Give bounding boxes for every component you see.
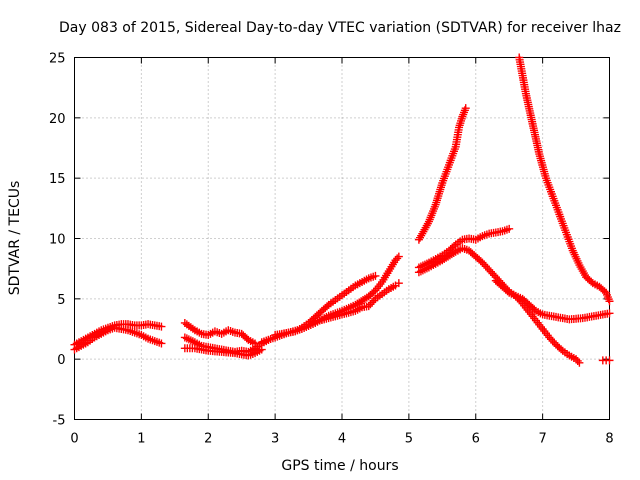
- data-point: [371, 271, 380, 280]
- y-tick-label: 25: [49, 52, 66, 67]
- data-point: [449, 248, 458, 257]
- data-point: [157, 322, 166, 331]
- data-point: [393, 254, 402, 263]
- y-tick-label: 15: [49, 172, 66, 187]
- data-point: [394, 279, 403, 288]
- data-point: [394, 252, 403, 261]
- data-point: [257, 345, 266, 354]
- data-point: [575, 358, 584, 367]
- data-marks: [70, 53, 614, 367]
- axis-ticks: 0 1 2 3 4 5 6 7 8 -5 0 5 10 15 20 25: [49, 52, 614, 447]
- y-tick-label: -5: [53, 414, 66, 429]
- x-tick-label: 0: [70, 432, 78, 447]
- chart-title: Day 083 of 2015, Sidereal Day-to-day VTE…: [59, 20, 621, 36]
- data-point: [157, 339, 166, 348]
- x-tick-label: 7: [538, 432, 546, 447]
- data-point: [461, 104, 470, 113]
- y-axis-label: SDTVAR / TECUs: [7, 181, 23, 296]
- x-tick-label: 3: [271, 432, 279, 447]
- series-arc-2: [70, 320, 166, 349]
- series-arc-3: [180, 318, 260, 348]
- series-arc-8: [311, 279, 403, 326]
- data-point: [505, 224, 514, 233]
- y-tick-label: 0: [57, 353, 65, 368]
- data-point: [605, 309, 614, 318]
- data-point: [605, 297, 614, 306]
- x-tick-label: 1: [137, 432, 145, 447]
- y-tick-label: 5: [57, 293, 65, 308]
- data-point: [369, 296, 378, 305]
- x-tick-label: 4: [338, 432, 346, 447]
- data-point: [605, 356, 614, 365]
- y-tick-label: 10: [49, 233, 66, 248]
- data-point: [573, 356, 582, 365]
- y-tick-label: 20: [49, 112, 66, 127]
- series-arc-5: [180, 344, 266, 360]
- x-tick-label: 8: [605, 432, 613, 447]
- series-arc-14: [598, 356, 614, 365]
- series-arc-13: [515, 53, 614, 306]
- series-arc-12: [491, 276, 614, 324]
- x-tick-label: 2: [204, 432, 212, 447]
- x-tick-label: 5: [405, 432, 413, 447]
- series-arc-11: [414, 244, 584, 367]
- x-tick-label: 6: [472, 432, 480, 447]
- x-axis-label: GPS time / hours: [281, 458, 398, 474]
- series-arc-9: [414, 104, 470, 244]
